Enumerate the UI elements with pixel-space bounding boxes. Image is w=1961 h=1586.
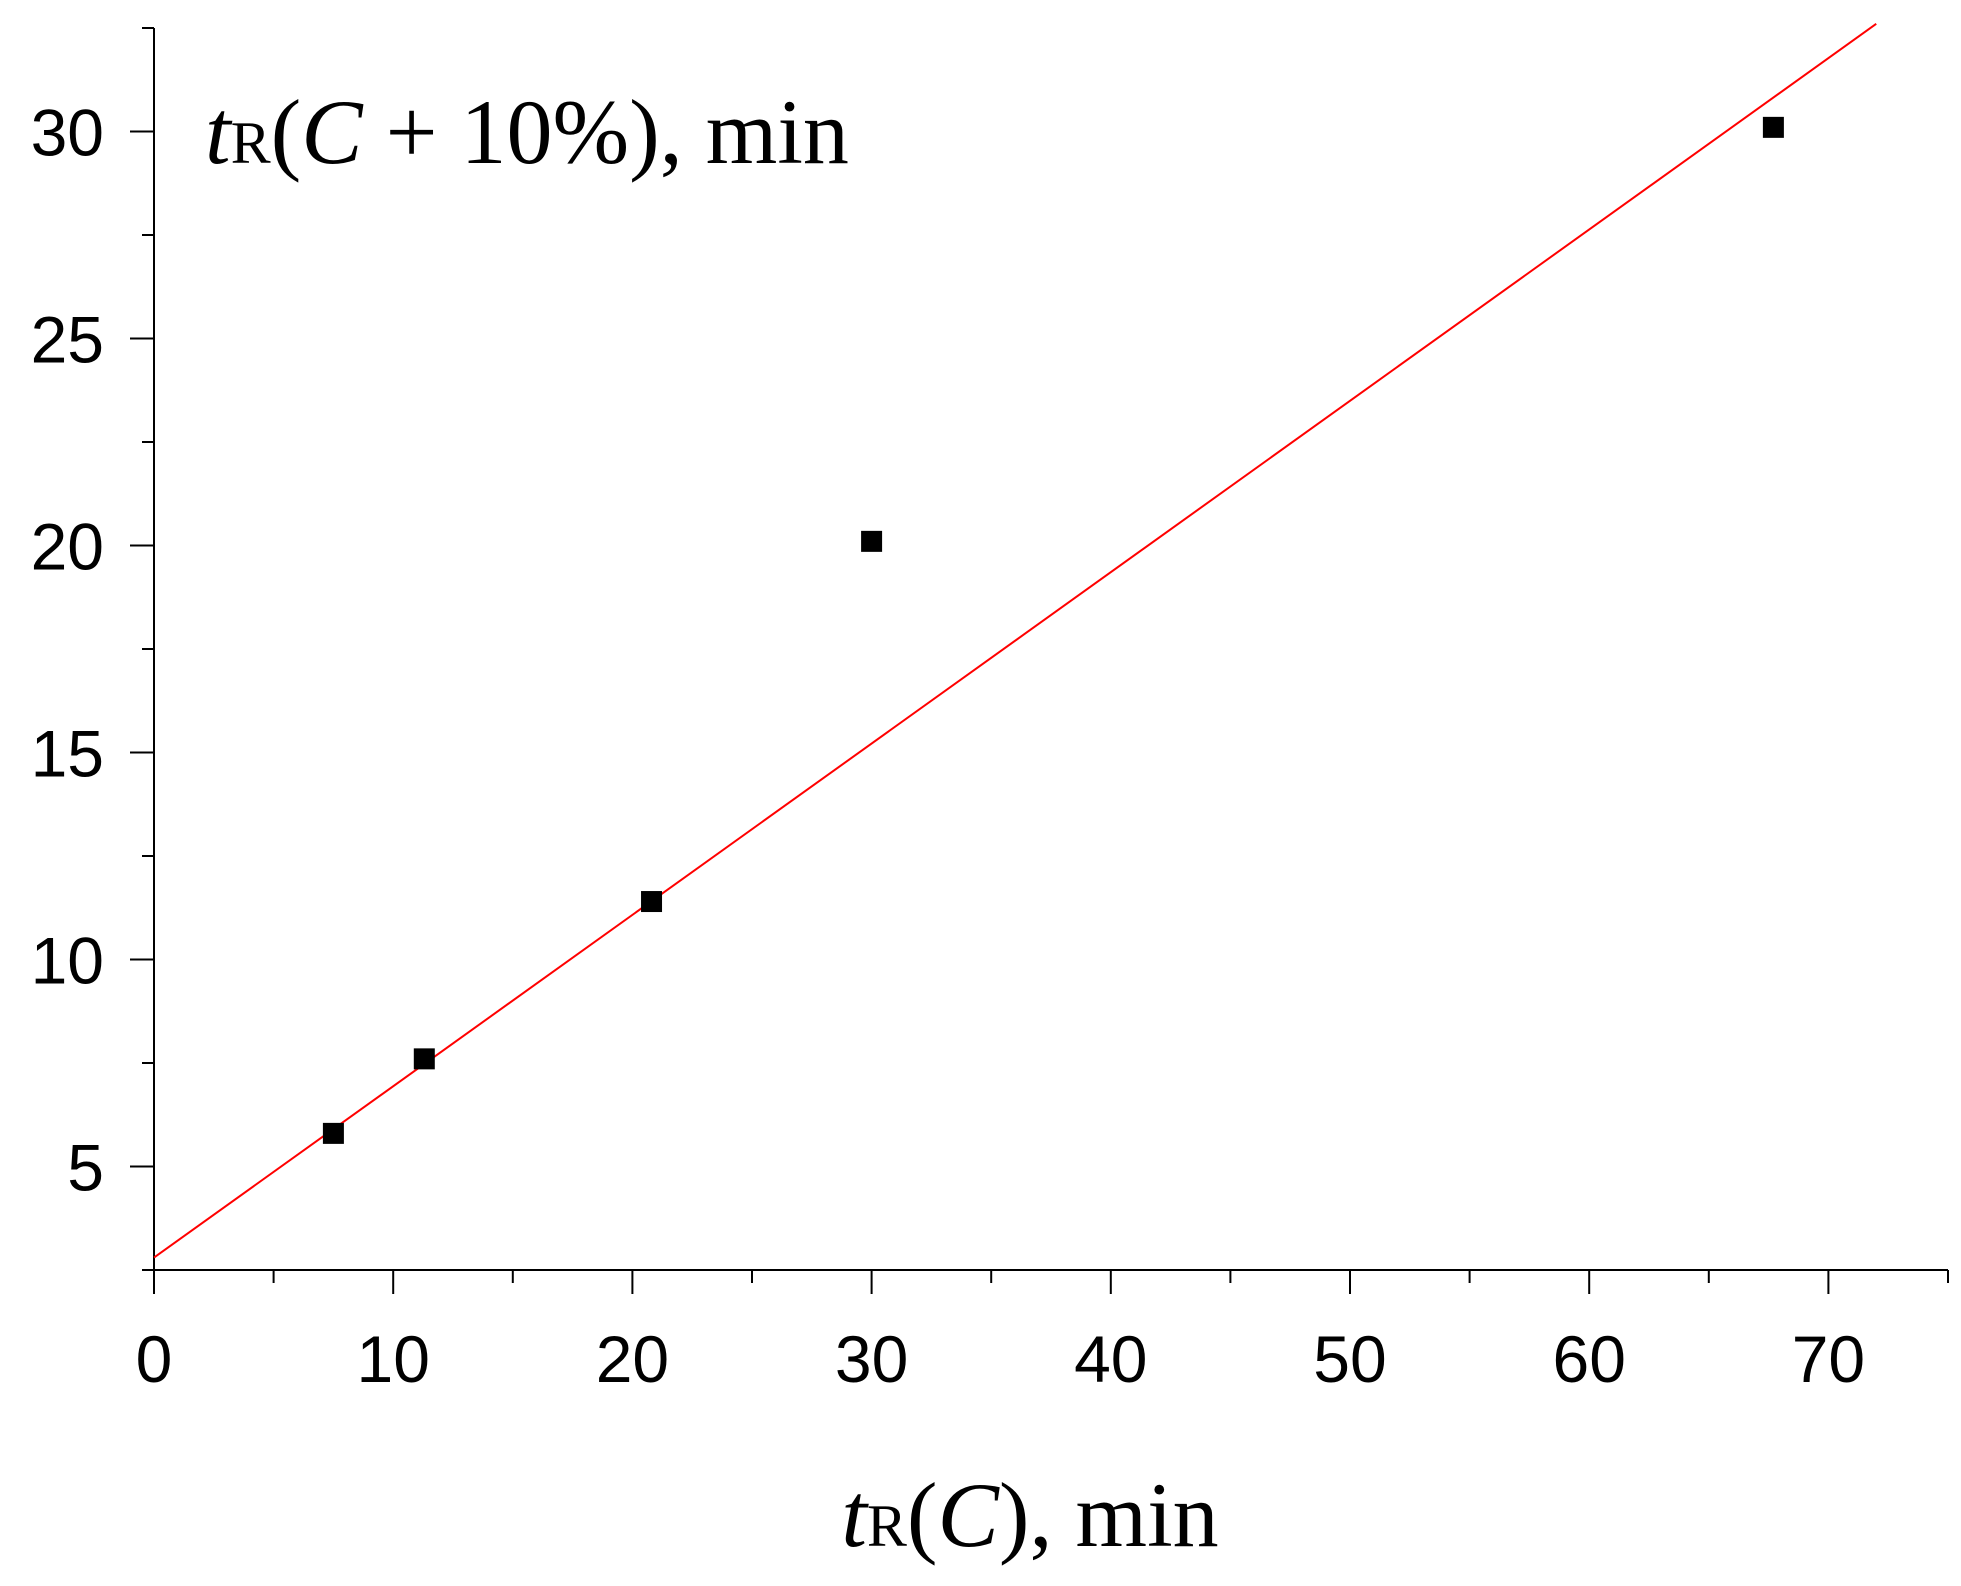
y-axis-title-tail: + 10%), min bbox=[363, 81, 849, 183]
ticks bbox=[130, 27, 1949, 1294]
x-tick-label: 60 bbox=[1552, 1322, 1625, 1396]
data-point bbox=[413, 1048, 435, 1070]
data-point bbox=[1762, 116, 1784, 138]
y-axis-title-t: t bbox=[205, 81, 233, 183]
data-point bbox=[322, 1122, 344, 1144]
x-axis-title-open: ( bbox=[907, 1464, 938, 1566]
y-axis-title-sub: R bbox=[231, 110, 271, 176]
x-axis-title-t: t bbox=[841, 1464, 869, 1566]
data-points bbox=[322, 116, 1784, 1144]
x-axis-title: tR(C), min bbox=[841, 1464, 1218, 1566]
tick-labels: 0 10 20 30 40 50 60 70 5 10 15 20 25 30 bbox=[31, 96, 1866, 1397]
y-tick-label: 15 bbox=[31, 717, 104, 791]
x-tick-label: 0 bbox=[136, 1322, 173, 1396]
x-tick-label: 20 bbox=[596, 1322, 669, 1396]
y-axis-title: tR(C + 10%), min bbox=[205, 81, 849, 183]
y-tick-label: 10 bbox=[31, 924, 104, 998]
y-tick-label: 5 bbox=[67, 1131, 104, 1205]
x-tick-label: 30 bbox=[835, 1322, 908, 1396]
x-tick-label: 40 bbox=[1074, 1322, 1147, 1396]
y-tick-label: 25 bbox=[31, 303, 104, 377]
data-point bbox=[641, 891, 663, 913]
axes bbox=[153, 28, 1948, 1271]
y-axis-title-open: ( bbox=[271, 81, 302, 183]
y-tick-label: 30 bbox=[31, 96, 104, 170]
x-tick-label: 10 bbox=[356, 1322, 429, 1396]
x-tick-label: 70 bbox=[1792, 1322, 1865, 1396]
x-tick-label: 50 bbox=[1313, 1322, 1386, 1396]
y-tick-label: 20 bbox=[31, 510, 104, 584]
fit-line-group bbox=[153, 23, 1877, 1259]
x-axis-title-c: C bbox=[938, 1464, 1001, 1566]
data-point bbox=[861, 530, 883, 552]
x-axis-title-tail: ), min bbox=[999, 1464, 1219, 1566]
x-axis-title-sub: R bbox=[867, 1493, 907, 1559]
y-axis-title-c: C bbox=[301, 81, 364, 183]
fit-line bbox=[153, 23, 1877, 1259]
